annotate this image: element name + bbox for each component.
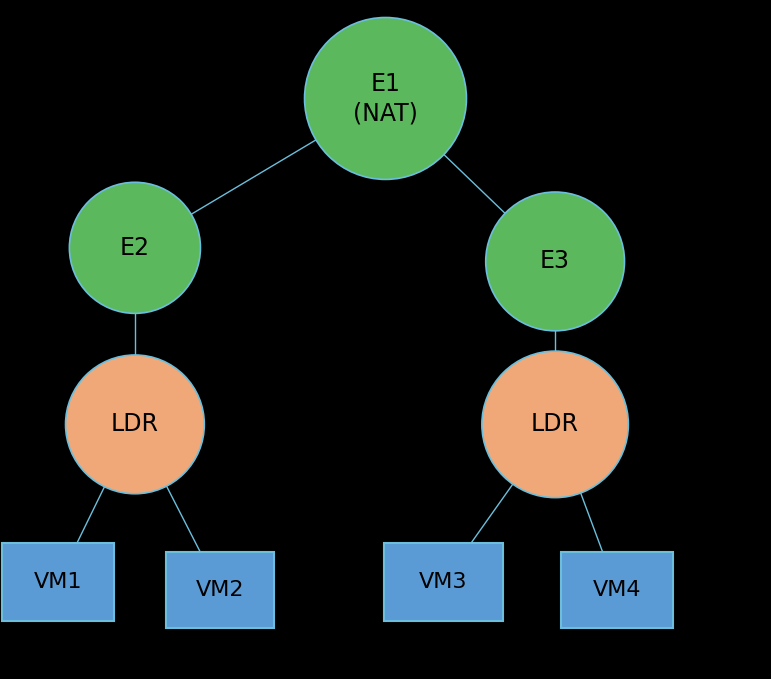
- FancyBboxPatch shape: [561, 552, 672, 628]
- Text: LDR: LDR: [111, 412, 159, 437]
- FancyBboxPatch shape: [2, 543, 114, 621]
- Text: E2: E2: [120, 236, 150, 260]
- Text: E3: E3: [540, 249, 570, 274]
- Ellipse shape: [486, 192, 625, 331]
- Ellipse shape: [482, 351, 628, 498]
- Text: VM1: VM1: [34, 572, 82, 592]
- Text: E1
(NAT): E1 (NAT): [353, 71, 418, 126]
- Ellipse shape: [305, 18, 466, 179]
- FancyBboxPatch shape: [166, 552, 274, 628]
- Text: VM3: VM3: [419, 572, 467, 592]
- Ellipse shape: [69, 182, 200, 314]
- Text: LDR: LDR: [531, 412, 579, 437]
- Ellipse shape: [66, 355, 204, 494]
- FancyBboxPatch shape: [383, 543, 503, 621]
- Text: VM4: VM4: [593, 580, 641, 600]
- Text: VM2: VM2: [196, 580, 244, 600]
